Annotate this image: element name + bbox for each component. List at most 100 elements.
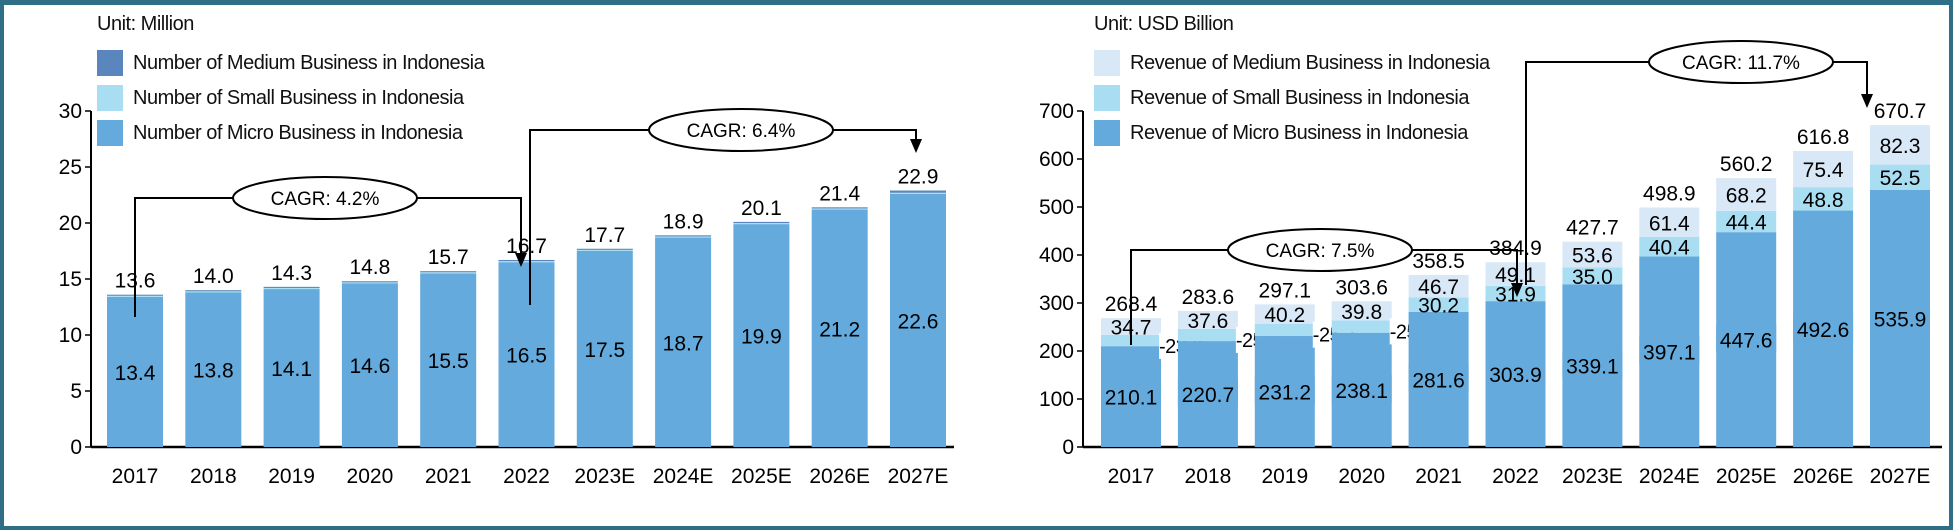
y-tick-label: 100 xyxy=(1039,388,1074,411)
y-tick-label: 5 xyxy=(70,380,82,403)
bar-segment-micro xyxy=(498,262,555,447)
x-tick-label: 2022 xyxy=(1492,465,1539,488)
micro-value-label: 13.8 xyxy=(193,360,234,383)
x-tick-label: 2017 xyxy=(1108,465,1155,488)
x-tick-label: 2026E xyxy=(809,465,870,488)
bar-segment-medium xyxy=(1716,178,1777,211)
legend-label: Revenue of Micro Business in Indonesia xyxy=(1130,121,1468,144)
y-tick-label: 20 xyxy=(59,212,82,235)
y-tick-label: 600 xyxy=(1039,148,1074,171)
bar-segment-medium xyxy=(655,235,712,237)
small-value-label: 31.9 xyxy=(1495,283,1536,306)
micro-value-label: 14.6 xyxy=(349,355,390,378)
cagr-label: CAGR: 7.5% xyxy=(1266,241,1375,262)
micro-label-bg xyxy=(1793,313,1854,342)
x-tick-label: 2018 xyxy=(190,465,237,488)
micro-value-label: 16.5 xyxy=(506,345,547,368)
y-tick-label: 300 xyxy=(1039,292,1074,315)
cagr-ellipse xyxy=(1227,228,1413,272)
y-tick-label: 500 xyxy=(1039,196,1074,219)
bar-segment-small xyxy=(498,261,555,263)
cagr-ellipse xyxy=(1648,40,1834,84)
total-value-label: 18.9 xyxy=(663,210,704,233)
total-value-label: 670.7 xyxy=(1874,100,1927,123)
micro-label-bg xyxy=(1331,374,1392,403)
total-value-label: 283.6 xyxy=(1182,286,1235,309)
y-tick-label: 200 xyxy=(1039,340,1074,363)
bar-segment-small xyxy=(1639,237,1700,257)
bar-segment-medium xyxy=(1562,241,1623,268)
bar-segment-small xyxy=(733,223,790,225)
bar-segment-medium xyxy=(1870,125,1930,165)
micro-value-label: 339.1 xyxy=(1566,356,1619,379)
small-value-label: 52.5 xyxy=(1880,167,1921,190)
y-tick-label: 10 xyxy=(59,324,82,347)
bar-segment-micro xyxy=(107,296,163,447)
bar-segment-small xyxy=(1331,320,1392,333)
total-value-label: 22.9 xyxy=(898,166,939,189)
total-value-label: 20.1 xyxy=(741,197,782,220)
bar-segment-medium xyxy=(185,290,242,292)
cagr-label: CAGR: 4.2% xyxy=(271,189,380,210)
micro-value-label: 447.6 xyxy=(1720,330,1773,353)
cagr-ellipse xyxy=(232,176,418,220)
x-tick-label: 2020 xyxy=(1338,465,1385,488)
legend-swatch xyxy=(97,50,123,76)
small-value-label: 30.2 xyxy=(1418,295,1459,318)
total-value-label: 427.7 xyxy=(1566,217,1619,240)
total-value-label: 384.9 xyxy=(1489,237,1542,260)
x-tick-label: 2019 xyxy=(268,465,315,488)
micro-value-label: 397.1 xyxy=(1643,342,1696,365)
micro-label-bg xyxy=(1716,324,1777,353)
total-value-label: 303.6 xyxy=(1335,276,1388,299)
medium-value-label: 82.3 xyxy=(1880,135,1921,158)
small-value-label: 35.0 xyxy=(1572,266,1613,289)
micro-value-label: 14.1 xyxy=(271,358,312,381)
right-legend-medium: Revenue of Medium Business in Indonesia xyxy=(1094,49,1490,77)
micro-value-label: 231.2 xyxy=(1259,382,1312,405)
left-legend-small: Number of Small Business in Indonesia xyxy=(97,84,464,112)
bar-segment-micro xyxy=(576,251,633,447)
total-value-label: 616.8 xyxy=(1797,126,1850,149)
bar-segment-small xyxy=(1793,187,1854,211)
right-legend-micro: Revenue of Micro Business in Indonesia xyxy=(1094,119,1468,147)
x-tick-label: 2021 xyxy=(1415,465,1462,488)
bar-segment-micro xyxy=(655,237,712,447)
y-tick-label: 25 xyxy=(59,156,82,179)
x-tick-label: 2020 xyxy=(347,465,394,488)
bar-segment-micro xyxy=(420,273,477,447)
total-value-label: 16.7 xyxy=(506,235,547,258)
micro-value-label: 303.9 xyxy=(1489,364,1542,387)
micro-label-bg xyxy=(1639,336,1700,365)
bar-segment-medium xyxy=(1639,207,1700,237)
micro-value-label: 21.2 xyxy=(819,318,860,341)
cagr-arrowhead xyxy=(1511,283,1523,297)
bar-segment-micro xyxy=(811,209,868,447)
micro-value-label: 210.1 xyxy=(1105,387,1158,410)
small-value-label: 48.8 xyxy=(1803,189,1844,212)
medium-value-label: 75.4 xyxy=(1803,159,1844,182)
micro-label-bg xyxy=(1101,381,1161,410)
bar-segment-small xyxy=(1177,328,1238,342)
x-tick-label: 2024E xyxy=(1639,465,1700,488)
legend-label: Number of Medium Business in Indonesia xyxy=(133,51,485,74)
medium-value-label: 53.6 xyxy=(1572,245,1613,268)
bar-segment-micro xyxy=(185,292,242,447)
medium-value-label: 68.2 xyxy=(1726,184,1767,207)
micro-label-bg xyxy=(1485,359,1546,388)
micro-value-label: 281.6 xyxy=(1412,369,1465,392)
bar-segment-medium xyxy=(498,259,555,262)
medium-value-label: 37.6 xyxy=(1187,310,1228,333)
charts-canvas: 051015202530201713.413.6201813.814.02019… xyxy=(59,40,1942,488)
total-value-label: 498.9 xyxy=(1643,183,1696,206)
small-value-label: 40.4 xyxy=(1649,237,1690,260)
medium-value-label: 39.8 xyxy=(1341,301,1382,324)
bar-segment-small xyxy=(890,192,946,194)
bar-segment-medium xyxy=(1793,150,1854,188)
x-tick-label: 2017 xyxy=(112,465,159,488)
x-tick-label: 2026E xyxy=(1793,465,1854,488)
cagr-ellipse xyxy=(648,108,834,152)
bar-segment-small xyxy=(655,236,712,238)
bar-segment-micro xyxy=(341,283,398,447)
x-tick-label: 2023E xyxy=(574,465,635,488)
